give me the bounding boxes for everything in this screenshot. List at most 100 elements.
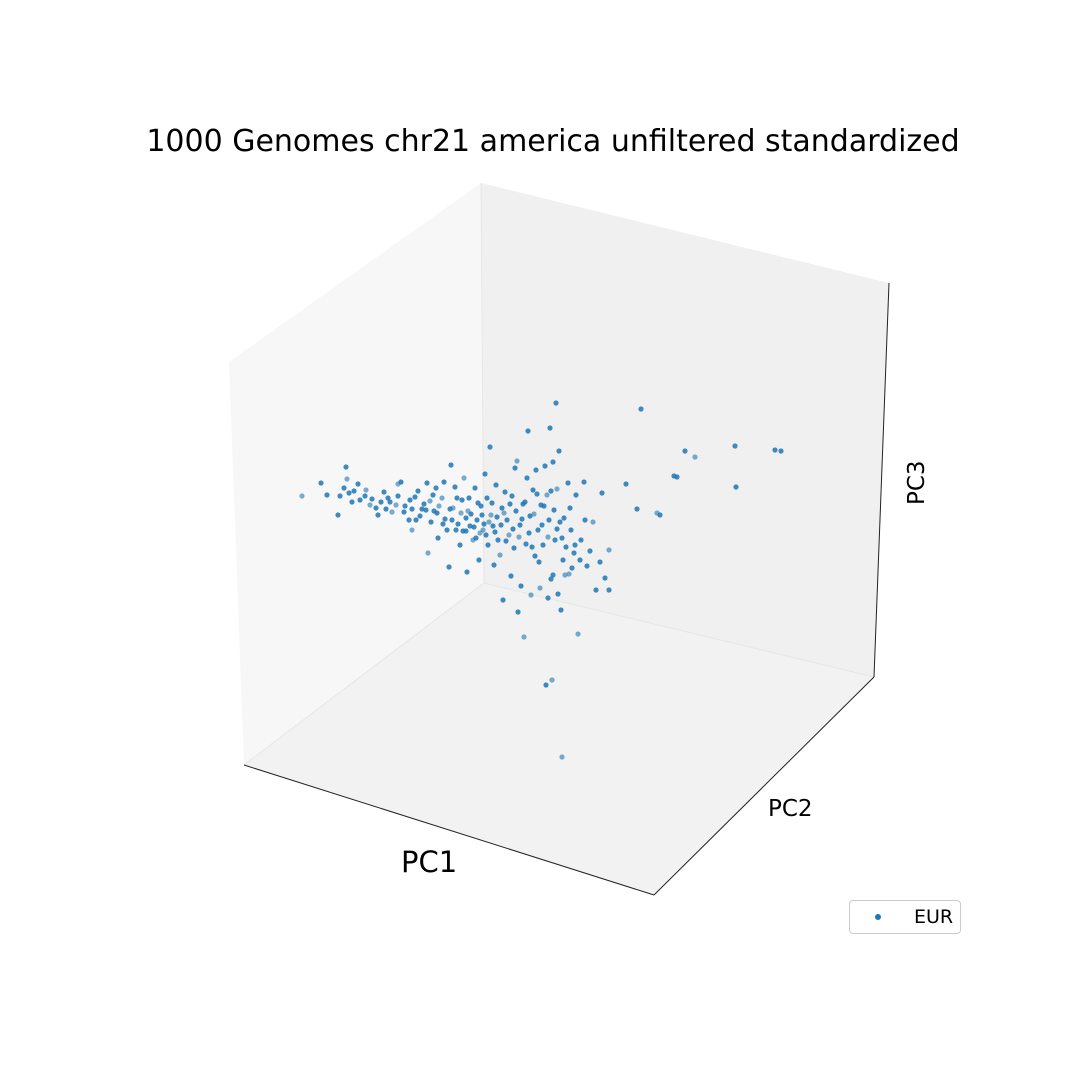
data-point	[486, 519, 492, 525]
data-point	[395, 493, 401, 499]
data-point	[549, 677, 555, 683]
data-point	[461, 475, 467, 481]
data-point	[440, 521, 446, 527]
data-point	[535, 527, 541, 533]
data-point	[415, 488, 421, 494]
data-point	[557, 519, 563, 525]
data-point	[560, 557, 566, 563]
scatter-points	[299, 400, 784, 760]
data-point	[504, 517, 510, 523]
data-point	[367, 502, 373, 508]
data-point	[355, 481, 361, 487]
data-point	[593, 587, 599, 593]
legend-marker-eur	[875, 914, 881, 920]
data-point	[542, 463, 548, 469]
data-point	[466, 495, 472, 501]
data-point	[482, 471, 488, 477]
data-point	[552, 537, 558, 543]
data-point	[521, 634, 527, 640]
data-point	[381, 489, 387, 495]
data-point	[547, 425, 553, 431]
data-point	[436, 503, 442, 509]
data-point	[545, 595, 551, 601]
data-point	[527, 513, 533, 519]
data-point	[476, 557, 482, 563]
data-point	[561, 515, 567, 521]
data-point	[447, 506, 453, 512]
data-point	[467, 523, 473, 529]
z-axis-label: PC3	[904, 460, 930, 505]
data-point	[421, 501, 427, 507]
data-point	[572, 542, 578, 548]
data-point	[553, 400, 559, 406]
data-point	[362, 493, 368, 499]
data-point	[409, 527, 415, 533]
data-point	[623, 481, 629, 487]
data-point	[439, 495, 445, 501]
data-point	[430, 492, 436, 498]
data-point	[554, 486, 560, 492]
data-point	[546, 517, 552, 523]
data-point	[427, 498, 433, 504]
data-point	[383, 506, 389, 512]
data-point	[512, 465, 518, 471]
data-point	[525, 428, 531, 434]
data-point	[778, 448, 784, 454]
data-point	[493, 482, 499, 488]
data-point	[511, 545, 517, 551]
data-point	[518, 583, 524, 589]
data-point	[425, 550, 431, 556]
data-point	[448, 462, 454, 468]
data-point	[428, 519, 434, 525]
data-point	[434, 510, 440, 516]
data-point	[543, 682, 549, 688]
data-point	[413, 517, 419, 523]
data-point	[532, 553, 538, 559]
data-point	[523, 541, 529, 547]
data-point	[387, 499, 393, 505]
data-point	[409, 506, 415, 512]
data-point	[475, 500, 481, 506]
data-point	[602, 575, 608, 581]
data-point	[449, 517, 455, 523]
data-point	[357, 497, 363, 503]
data-point	[503, 538, 509, 544]
data-point	[657, 512, 663, 518]
data-point	[490, 523, 496, 529]
data-point	[344, 476, 350, 482]
data-point	[528, 592, 534, 598]
data-point	[419, 506, 425, 512]
data-point	[324, 492, 330, 498]
data-point	[510, 526, 516, 532]
data-point	[433, 485, 439, 491]
data-point	[551, 507, 557, 513]
data-point	[506, 532, 512, 538]
data-point	[558, 607, 564, 613]
data-point	[550, 572, 556, 578]
data-point	[545, 534, 551, 540]
data-point	[516, 534, 522, 540]
data-point	[407, 497, 413, 503]
data-point	[373, 505, 379, 511]
data-point	[402, 503, 408, 509]
data-point	[497, 552, 503, 558]
data-point	[474, 517, 480, 523]
data-point	[530, 487, 536, 493]
data-point	[582, 517, 588, 523]
data-point	[534, 491, 540, 497]
data-point	[343, 464, 349, 470]
data-point	[541, 503, 547, 509]
pane-edge	[243, 582, 485, 766]
data-point	[452, 484, 458, 490]
back-left-pane	[229, 183, 484, 765]
data-point	[682, 448, 688, 454]
data-point	[575, 631, 581, 637]
data-point	[733, 484, 739, 490]
data-point	[732, 443, 738, 449]
x-axis-line	[243, 764, 655, 896]
data-point	[577, 557, 583, 563]
data-point	[587, 548, 593, 554]
data-point	[513, 508, 519, 514]
data-point	[299, 493, 305, 499]
data-point	[500, 597, 506, 603]
